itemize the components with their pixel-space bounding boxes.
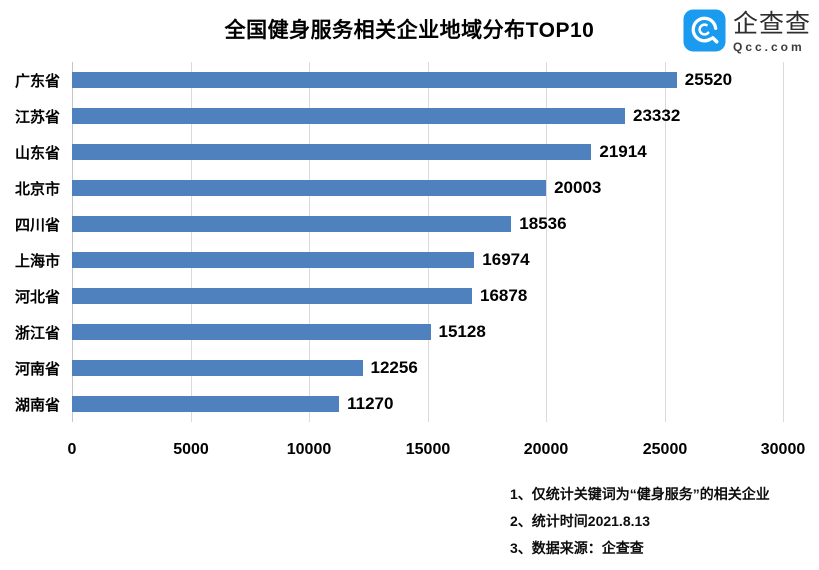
gridline [309,62,310,422]
value-label: 12256 [370,358,418,377]
gridline [783,62,784,422]
bar-row: 四川省 18536 [0,206,819,242]
value-label: 25520 [684,70,733,89]
value-label: 16878 [480,286,528,305]
bar-row: 河北省 16878 [0,278,819,314]
qcc-logo: 企查查 Qcc.com [683,9,811,53]
qcc-logo-icon [683,9,726,52]
plot-gridlines [72,62,784,422]
bar-row: 湖南省 11270 [0,386,819,422]
gridline [665,62,666,422]
bar [72,252,475,268]
note-line: 2、统计时间2021.8.13 [510,513,651,529]
chart-title: 全国健身服务相关企业地域分布TOP10 [224,19,595,42]
bar-row: 江苏省 23332 [0,98,819,134]
category-label: 江苏省 [14,108,60,126]
bar [72,144,592,160]
bar [72,108,625,124]
x-axis-tick-labels: 0 5000 10000 15000 20000 25000 30000 [68,441,806,461]
value-label: 23332 [633,106,681,125]
qcc-logo-domain: Qcc.com [732,40,805,54]
bar-rows: 广东省 25520 江苏省 23332 山东省 21914 北京市 20003 四川省 18536… [0,62,819,422]
bar [72,360,363,376]
category-label: 广东省 [14,72,60,90]
category-label: 浙江省 [14,324,60,342]
value-label: 20003 [554,178,602,197]
y-axis-line [72,62,73,422]
x-tick-label: 10000 [286,441,332,458]
bar-row: 广东省 25520 [0,62,819,98]
x-tick-label: 30000 [760,441,806,458]
qcc-logo-name: 企查查 [732,10,811,38]
category-label: 山东省 [14,144,60,162]
qcc-logo-text: 企查查 Qcc.com [732,9,811,54]
category-label: 湖南省 [14,396,60,414]
gridline [428,62,429,422]
x-tick-label: 25000 [642,441,688,458]
gridline [191,62,192,422]
note-line: 1、仅统计关键词为“健身服务”的相关企业 [510,486,770,502]
footnotes: 1、仅统计关键词为“健身服务”的相关企业 2、统计时间2021.8.13 3、数… [510,481,770,562]
category-label: 四川省 [14,216,60,234]
value-label: 11270 [347,394,394,413]
bar [72,324,431,340]
x-tick-label: 0 [67,441,77,458]
bar [72,216,512,232]
value-label: 15128 [438,322,486,341]
bar [72,72,677,88]
category-label: 河南省 [14,360,60,378]
bar-row: 山东省 21914 [0,134,819,170]
bar [72,396,340,412]
value-label: 21914 [599,142,647,161]
category-label: 北京市 [14,180,60,198]
value-label: 16974 [482,250,530,269]
category-label: 上海市 [14,252,60,270]
bar-row: 浙江省 15128 [0,314,819,350]
bar-row: 上海市 16974 [0,242,819,278]
category-label: 河北省 [14,288,60,306]
x-tick-label: 5000 [173,441,209,458]
note-line: 3、数据来源：企查查 [510,540,644,556]
gridline [546,62,547,422]
x-tick-label: 15000 [405,441,451,458]
bar [72,180,547,196]
value-label: 18536 [519,214,567,233]
bar [72,288,472,304]
x-tick-label: 20000 [523,441,569,458]
bar-row: 河南省 12256 [0,350,819,386]
bar-row: 北京市 20003 [0,170,819,206]
